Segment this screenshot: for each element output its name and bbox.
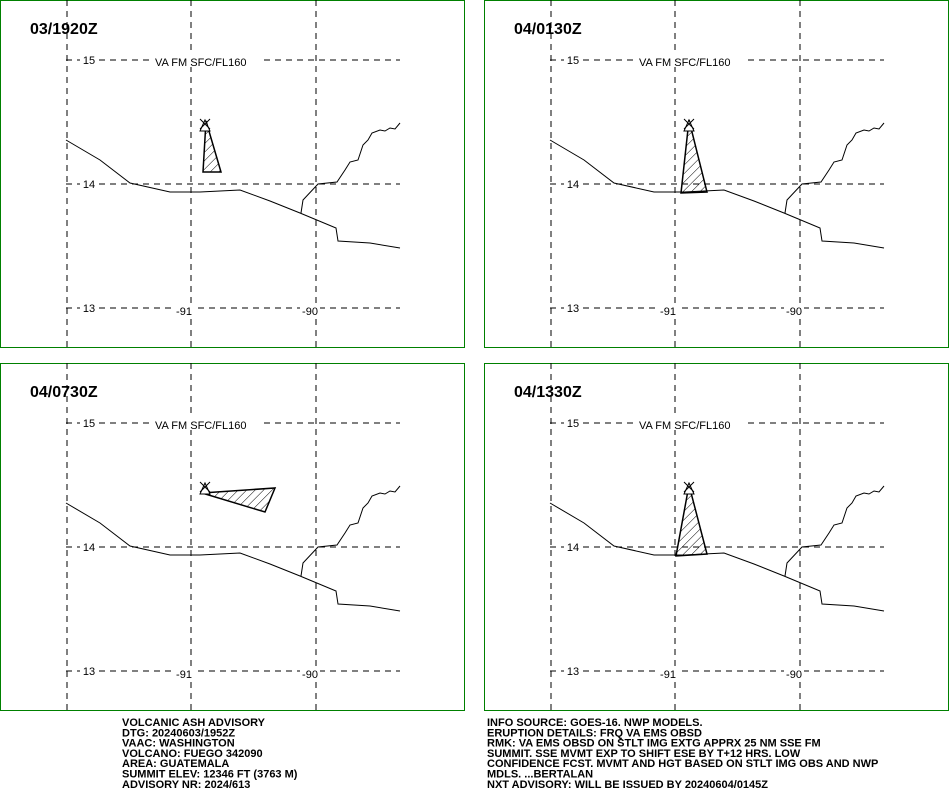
label-bg xyxy=(174,667,194,681)
coastline xyxy=(65,502,401,612)
advisory-line: NXT ADVISORY: WILL BE ISSUED BY 20240604… xyxy=(487,779,768,791)
border-line xyxy=(300,122,401,214)
volcano-symbol xyxy=(683,118,695,132)
advisory-line: AREA: GUATEMALA xyxy=(122,758,229,770)
label-bg xyxy=(174,304,194,318)
layer-label: VA FM SFC/FL160 xyxy=(155,57,247,69)
map-panel: 15 14 13 -91 -90 04/1330Z VA FM SFC/FL160 xyxy=(484,363,949,711)
lon-label: -90 xyxy=(786,669,802,681)
lat-label: 13 xyxy=(83,666,95,678)
volcano-x xyxy=(683,118,695,130)
advisory-line: RMK: VA EMS OBSD ON STLT IMG EXTG APPRX … xyxy=(487,738,821,750)
border-line xyxy=(300,485,401,577)
label-bg xyxy=(784,304,804,318)
lat-label: 15 xyxy=(567,418,579,430)
advisory-line: INFO SOURCE: GOES-16. NWP MODELS. xyxy=(487,717,703,729)
label-bg xyxy=(637,54,743,67)
lat-label: 15 xyxy=(83,418,95,430)
label-bg xyxy=(80,416,98,430)
label-bg xyxy=(80,177,98,191)
panel-border xyxy=(484,363,949,711)
ash-area xyxy=(680,119,708,194)
volcano-x xyxy=(199,481,211,493)
advisory-line: SUMMIT ELEV: 12346 FT (3763 M) xyxy=(122,769,298,781)
label-bg xyxy=(658,304,678,318)
coastline xyxy=(549,502,885,612)
label-bg xyxy=(784,667,804,681)
label-bg xyxy=(564,540,582,554)
advisory-line: ERUPTION DETAILS: FRQ VA EMS OBSD xyxy=(487,727,702,739)
lat-label: 14 xyxy=(83,179,95,191)
ash-area xyxy=(202,120,223,173)
valid-time: 04/0730Z xyxy=(30,384,98,401)
lon-label: -90 xyxy=(786,306,802,318)
map-panel: 15 14 13 -91 -90 04/0730Z VA FM SFC/FL160 xyxy=(0,363,465,711)
volcano-x xyxy=(683,481,695,493)
map-panel: 15 14 13 -91 -90 03/1920Z VA FM SFC/FL160 xyxy=(0,0,465,348)
advisory-line: MDLS. ...BERTALAN xyxy=(487,769,593,781)
lat-label: 13 xyxy=(83,303,95,315)
lon-label: -90 xyxy=(302,669,318,681)
coastline xyxy=(549,139,885,249)
label-bg xyxy=(564,301,582,315)
lat-label: 15 xyxy=(567,55,579,67)
border-line xyxy=(784,485,885,577)
ash-area xyxy=(201,487,277,513)
label-bg xyxy=(658,667,678,681)
volcano-symbol xyxy=(199,481,211,495)
panel-border xyxy=(484,0,949,348)
volcano-x xyxy=(199,118,211,130)
label-bg xyxy=(564,416,582,430)
label-bg xyxy=(300,304,320,318)
panel-border xyxy=(0,0,465,348)
lat-label: 15 xyxy=(83,55,95,67)
lat-label: 14 xyxy=(567,179,579,191)
lat-label: 13 xyxy=(567,666,579,678)
lon-label: -91 xyxy=(176,306,192,318)
label-bg xyxy=(300,667,320,681)
label-bg xyxy=(80,664,98,678)
label-bg xyxy=(80,301,98,315)
map-panel: 15 14 13 -91 -90 04/0130Z VA FM SFC/FL160 xyxy=(484,0,949,348)
volcano-symbol xyxy=(683,481,695,495)
lon-label: -90 xyxy=(302,306,318,318)
panel-border xyxy=(0,363,465,711)
advisory-line: SUMMIT. SSE MVMT EXP TO SHIFT ESE BY T+1… xyxy=(487,748,801,760)
lon-label: -91 xyxy=(660,306,676,318)
label-bg xyxy=(564,664,582,678)
label-bg xyxy=(153,417,259,430)
label-bg xyxy=(153,54,259,67)
advisory-line: CONFIDENCE FCST. MVMT AND HGT BASED ON S… xyxy=(487,758,878,770)
advisory-line: DTG: 20240603/1952Z xyxy=(122,727,235,739)
lon-label: -91 xyxy=(660,669,676,681)
border-line xyxy=(784,122,885,214)
advisory-line: VOLCANIC ASH ADVISORY xyxy=(122,717,266,729)
advisory-line: VOLCANO: FUEGO 342090 xyxy=(122,748,263,760)
label-bg xyxy=(80,53,98,67)
valid-time: 03/1920Z xyxy=(30,21,98,38)
coastline xyxy=(65,139,401,249)
advisory-line: VAAC: WASHINGTON xyxy=(122,738,235,750)
layer-label: VA FM SFC/FL160 xyxy=(639,57,731,69)
label-bg xyxy=(80,540,98,554)
advisory-line: ADVISORY NR: 2024/613 xyxy=(122,779,250,791)
lat-label: 14 xyxy=(83,542,95,554)
valid-time: 04/1330Z xyxy=(514,384,582,401)
lat-label: 14 xyxy=(567,542,579,554)
label-bg xyxy=(637,417,743,430)
valid-time: 04/0130Z xyxy=(514,21,582,38)
label-bg xyxy=(564,177,582,191)
lon-label: -91 xyxy=(176,669,192,681)
volcano-symbol xyxy=(199,118,211,132)
lat-label: 13 xyxy=(567,303,579,315)
layer-label: VA FM SFC/FL160 xyxy=(155,420,247,432)
layer-label: VA FM SFC/FL160 xyxy=(639,420,731,432)
ash-area xyxy=(675,484,708,557)
label-bg xyxy=(564,53,582,67)
